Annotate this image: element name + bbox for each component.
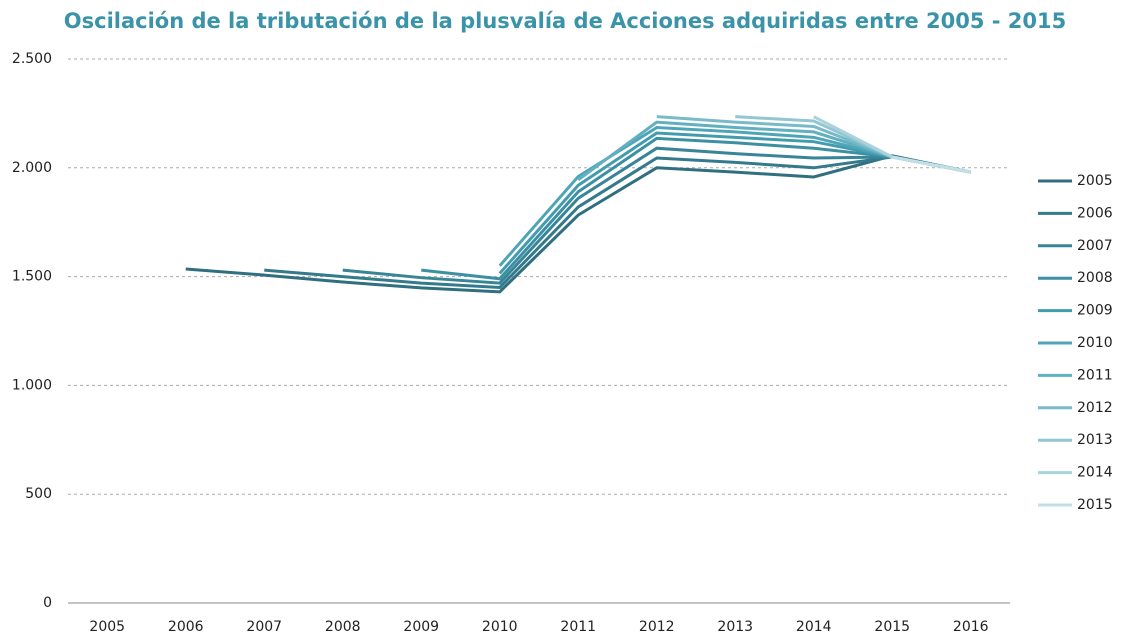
legend-label: 2013 <box>1077 432 1113 448</box>
x-tick-label: 2011 <box>560 619 596 635</box>
series-line <box>264 155 972 290</box>
y-tick-label: 1.000 <box>12 377 52 393</box>
chart-title: Oscilación de la tributación de la plusv… <box>64 9 1066 33</box>
x-tick-label: 2005 <box>89 619 125 635</box>
series-line <box>498 126 972 267</box>
x-tick-label: 2010 <box>482 619 518 635</box>
legend-label: 2010 <box>1077 335 1113 351</box>
y-tick-label: 1.500 <box>12 269 52 285</box>
series-line <box>185 154 972 294</box>
x-tick-label: 2008 <box>325 619 361 635</box>
legend-label: 2006 <box>1077 205 1113 221</box>
series-line <box>342 146 972 285</box>
legend-label: 2009 <box>1077 303 1113 319</box>
y-tick-label: 2.500 <box>12 51 52 67</box>
x-tick-label: 2015 <box>874 619 910 635</box>
legend-label: 2007 <box>1077 238 1113 254</box>
x-tick-label: 2012 <box>639 619 675 635</box>
legend-label: 2015 <box>1077 497 1113 513</box>
legend-label: 2008 <box>1077 270 1113 286</box>
x-tick-label: 2014 <box>796 619 832 635</box>
x-tick-label: 2009 <box>403 619 439 635</box>
y-tick-label: 500 <box>25 486 52 502</box>
x-tick-label: 2007 <box>246 619 282 635</box>
legend-label: 2011 <box>1077 367 1113 383</box>
legend-label: 2012 <box>1077 400 1113 416</box>
y-tick-label: 2.000 <box>12 160 52 176</box>
legend-label: 2014 <box>1077 465 1113 481</box>
x-tick-label: 2016 <box>953 619 989 635</box>
x-tick-label: 2013 <box>717 619 753 635</box>
legend-label: 2005 <box>1077 173 1113 189</box>
x-tick-label: 2006 <box>168 619 204 635</box>
y-tick-label: 0 <box>43 595 52 611</box>
series-line <box>891 155 972 174</box>
